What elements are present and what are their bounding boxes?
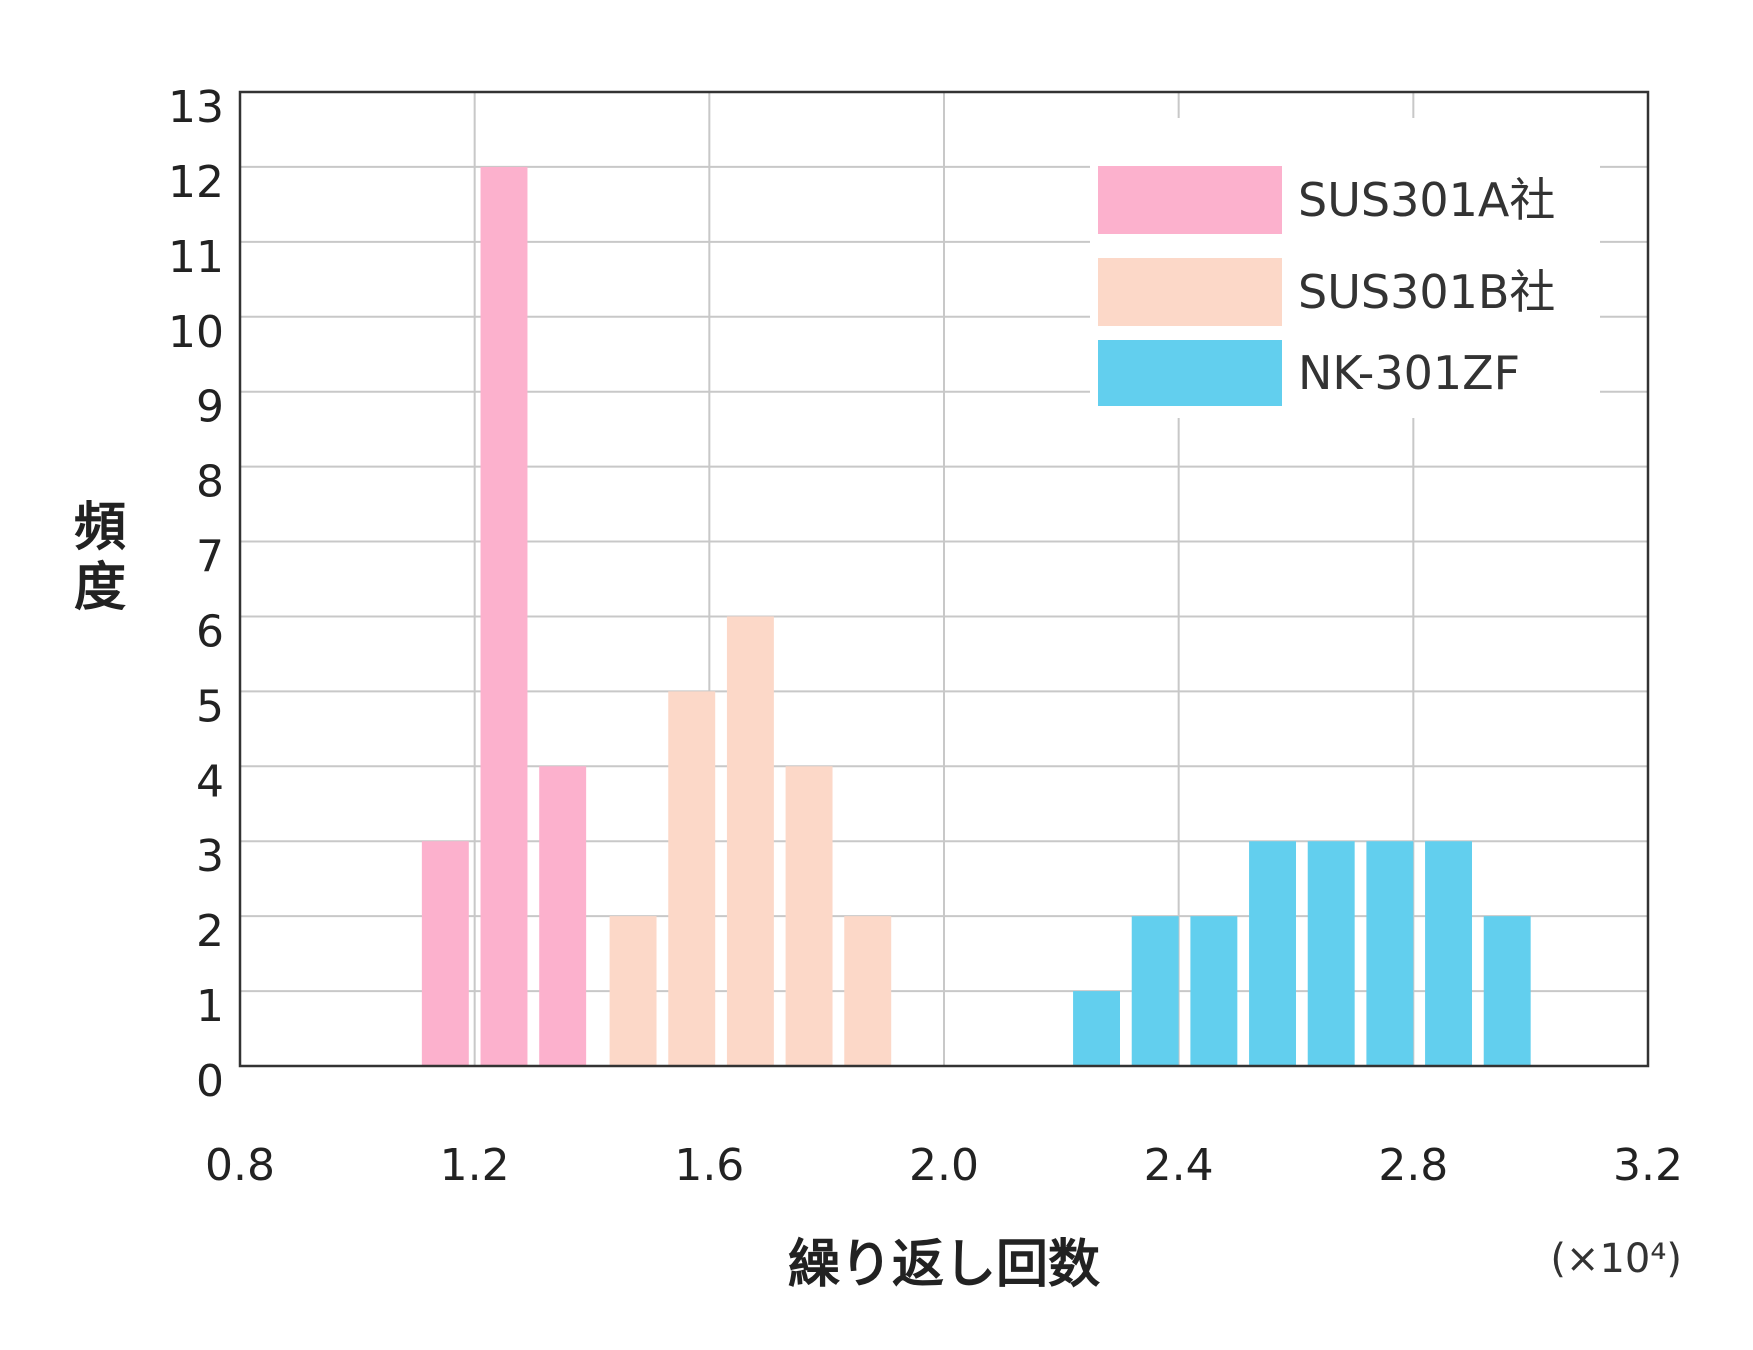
- y-tick-label: 12: [168, 157, 224, 208]
- legend-swatch: [1098, 340, 1282, 406]
- bar-series-3: [1483, 916, 1531, 1066]
- bar-series-3: [1131, 916, 1179, 1066]
- x-tick-label: 1.6: [674, 1140, 744, 1191]
- bar-series-1: [539, 766, 587, 1066]
- y-axis-title: 頻 度: [74, 498, 126, 618]
- x-tick-label: 1.2: [440, 1140, 510, 1191]
- y-tick-label: 5: [196, 681, 224, 732]
- bar-series-3: [1425, 841, 1472, 1066]
- x-axis-unit: (×10⁴): [1550, 1236, 1682, 1282]
- x-tick-label: 2.8: [1378, 1140, 1448, 1191]
- y-tick-label: 7: [196, 532, 224, 583]
- bar-series-3: [1307, 841, 1355, 1066]
- bar-series-2: [668, 691, 716, 1066]
- x-axis-title: 繰り返し回数: [788, 1235, 1100, 1295]
- bar-series-3: [1366, 841, 1414, 1066]
- y-tick-label: 1: [196, 981, 224, 1032]
- x-tick-labels: 0.8 1.2 1.6 2.0 2.4 2.8 3.2: [205, 1140, 1683, 1191]
- bar-series-2: [609, 916, 657, 1066]
- y-axis-title-char-2: 度: [74, 558, 126, 618]
- x-tick-label: 2.4: [1144, 1140, 1214, 1191]
- y-tick-label: 13: [168, 82, 224, 133]
- legend-label: SUS301B社: [1298, 265, 1555, 319]
- legend-swatch: [1098, 258, 1282, 326]
- bar-series-3: [1249, 841, 1296, 1066]
- bar-series-1: [421, 841, 469, 1066]
- y-tick-label: 10: [168, 307, 224, 358]
- y-tick-label: 9: [196, 382, 224, 433]
- y-tick-label: 11: [168, 232, 224, 283]
- plot-frame: [238, 90, 1650, 1068]
- bar-series-2: [785, 766, 833, 1066]
- y-tick-label: 0: [196, 1056, 224, 1107]
- y-tick-label: 6: [196, 606, 224, 657]
- bar-series-2: [844, 916, 892, 1066]
- y-tick-label: 4: [196, 756, 224, 807]
- legend: SUS301A社 SUS301B社 NK-301ZF: [1090, 118, 1600, 418]
- legend-label: SUS301A社: [1298, 173, 1555, 227]
- x-tick-label: 3.2: [1613, 1140, 1683, 1191]
- legend-swatch: [1098, 166, 1282, 234]
- x-tick-label: 2.0: [909, 1140, 979, 1191]
- y-axis-title-char-1: 頻: [74, 498, 126, 558]
- y-tick-label: 8: [196, 457, 224, 508]
- bar-series-3: [1073, 991, 1120, 1066]
- bar-series-3: [1190, 916, 1238, 1066]
- bar-series-1: [480, 166, 528, 1066]
- y-tick-label: 2: [196, 906, 224, 957]
- legend-label: NK-301ZF: [1298, 346, 1520, 400]
- y-tick-label: 3: [196, 831, 224, 882]
- bars: [421, 166, 1531, 1066]
- x-tick-label: 0.8: [205, 1140, 275, 1191]
- bar-series-2: [726, 616, 774, 1066]
